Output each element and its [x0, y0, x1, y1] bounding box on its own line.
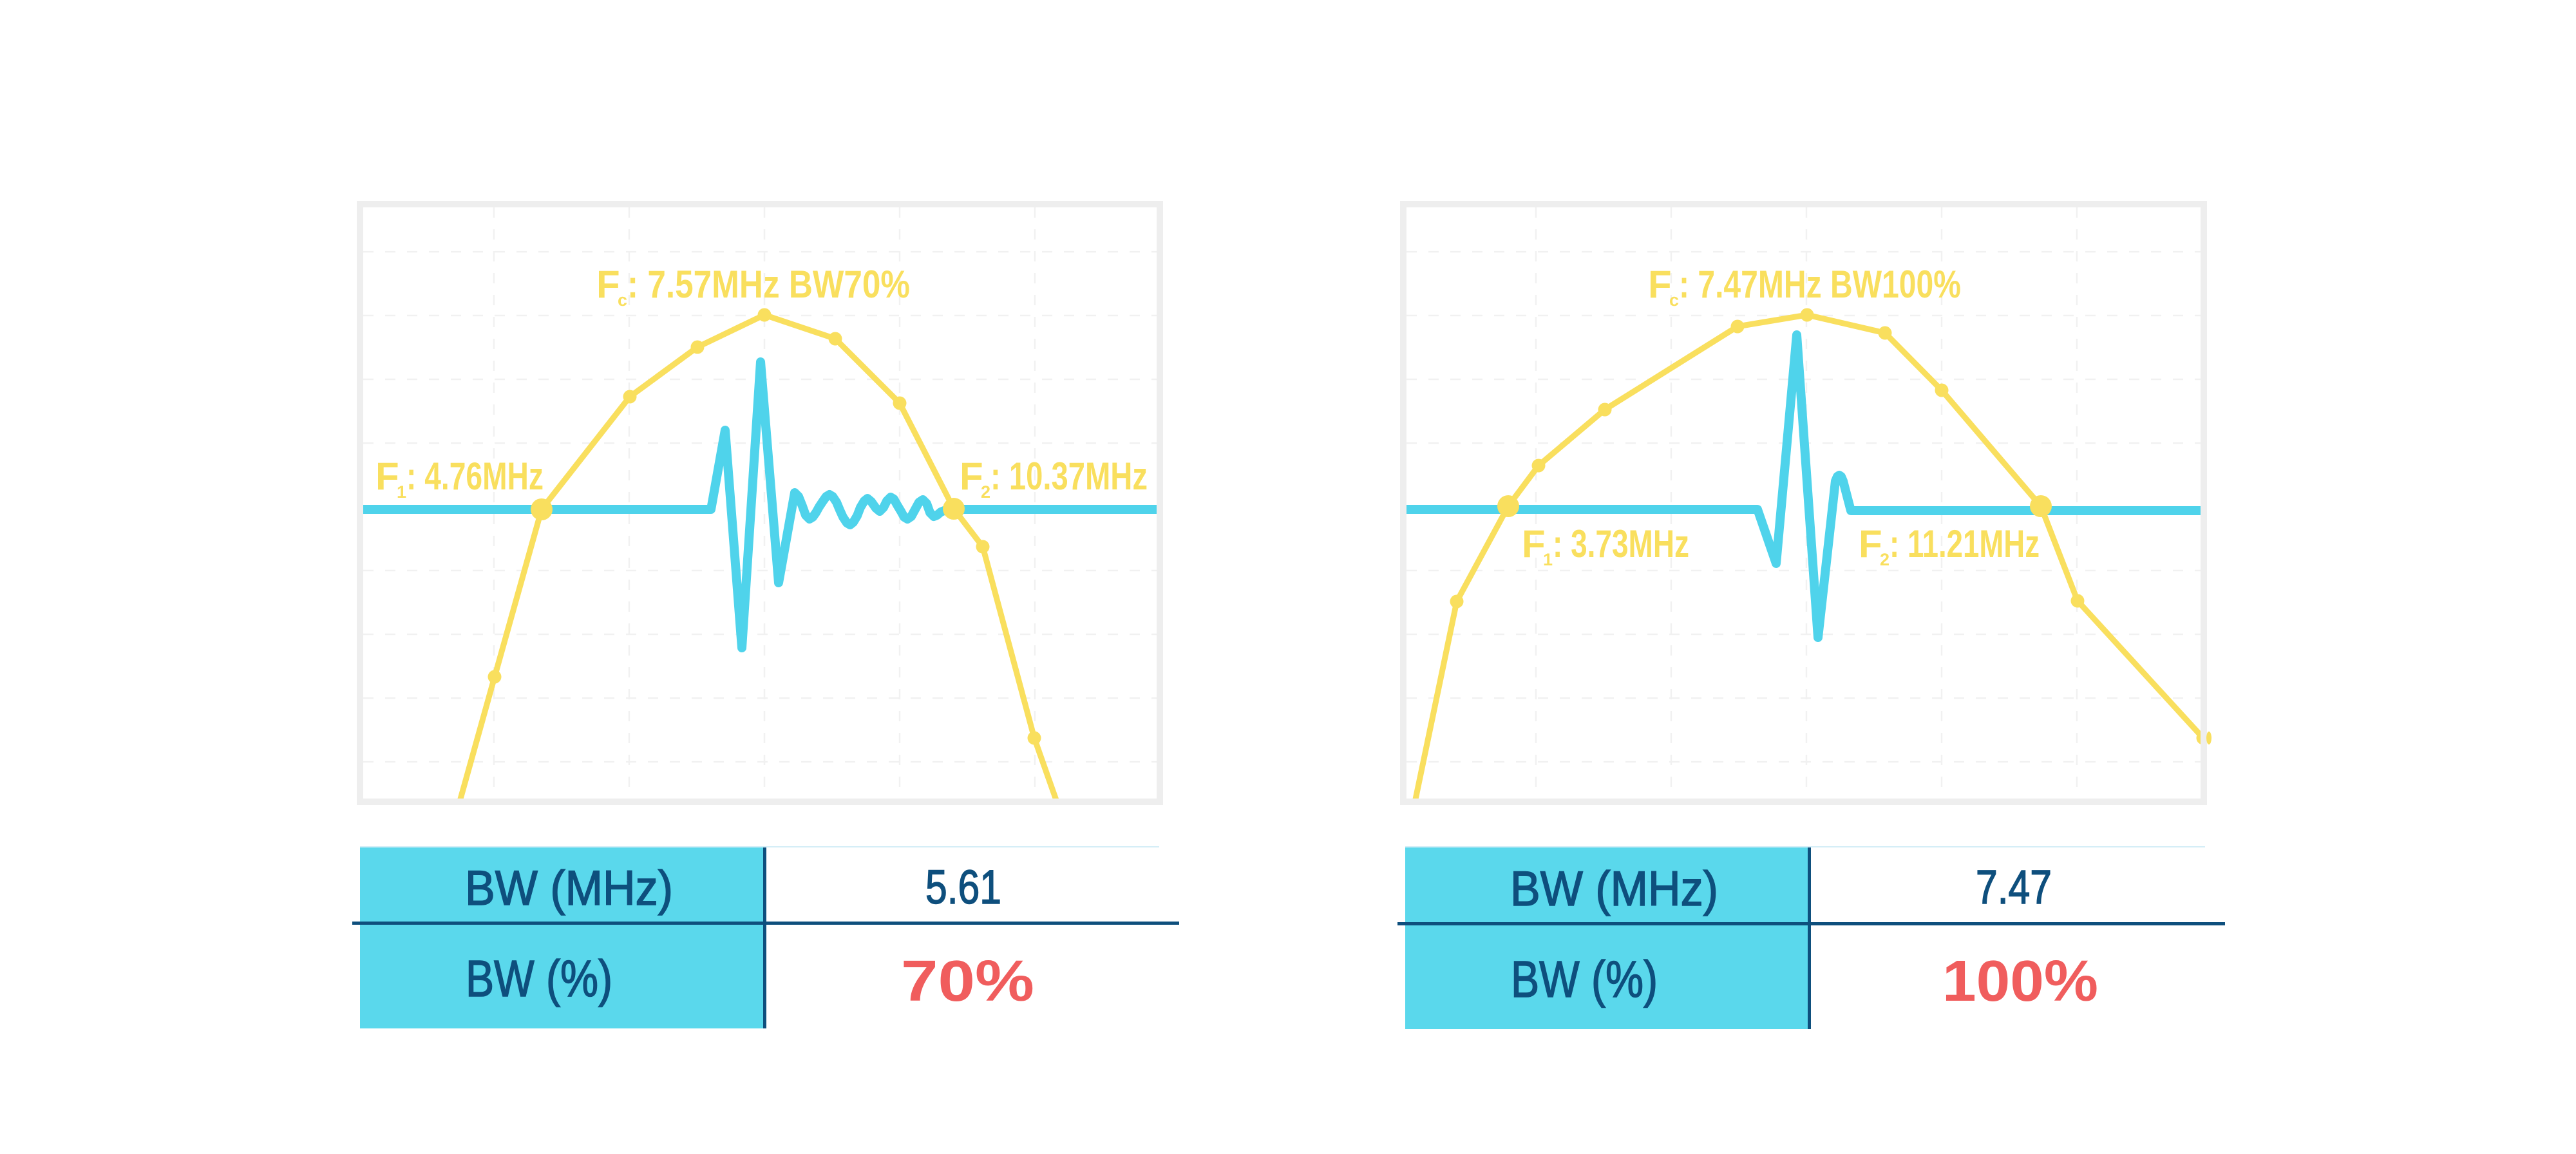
svg-text:BW (MHz): BW (MHz): [465, 861, 673, 916]
svg-text:2: 2: [981, 482, 990, 502]
svg-text:1: 1: [397, 482, 406, 502]
svg-text:F: F: [1522, 522, 1546, 565]
svg-text:F: F: [375, 455, 399, 498]
svg-text:F: F: [596, 263, 620, 306]
svg-text:100%: 100%: [1942, 949, 2098, 1014]
svg-text:5.61: 5.61: [925, 860, 1001, 914]
svg-text:F: F: [960, 455, 983, 498]
svg-text:BW (MHz): BW (MHz): [1510, 862, 1718, 916]
svg-text:BW (%): BW (%): [1511, 951, 1658, 1008]
svg-text:: 10.37MHz: : 10.37MHz: [990, 455, 1148, 498]
svg-text:: 3.73MHz: : 3.73MHz: [1553, 522, 1689, 565]
svg-text:: 7.57MHz BW70%: : 7.57MHz BW70%: [627, 263, 910, 306]
svg-text:c: c: [618, 290, 627, 310]
svg-text:BW (%): BW (%): [466, 950, 612, 1007]
svg-text:1: 1: [1543, 550, 1553, 569]
svg-text:c: c: [1669, 290, 1679, 310]
svg-text:F: F: [1859, 522, 1882, 565]
svg-text:: 7.47MHz BW100%: : 7.47MHz BW100%: [1679, 263, 1961, 306]
svg-text:7.47: 7.47: [1976, 860, 2052, 914]
svg-text:: 11.21MHz: : 11.21MHz: [1889, 522, 2040, 565]
svg-text:2: 2: [1880, 550, 1889, 569]
svg-text:70%: 70%: [901, 949, 1034, 1014]
svg-text:F: F: [1648, 263, 1672, 306]
svg-text:: 4.76MHz: : 4.76MHz: [406, 455, 544, 498]
